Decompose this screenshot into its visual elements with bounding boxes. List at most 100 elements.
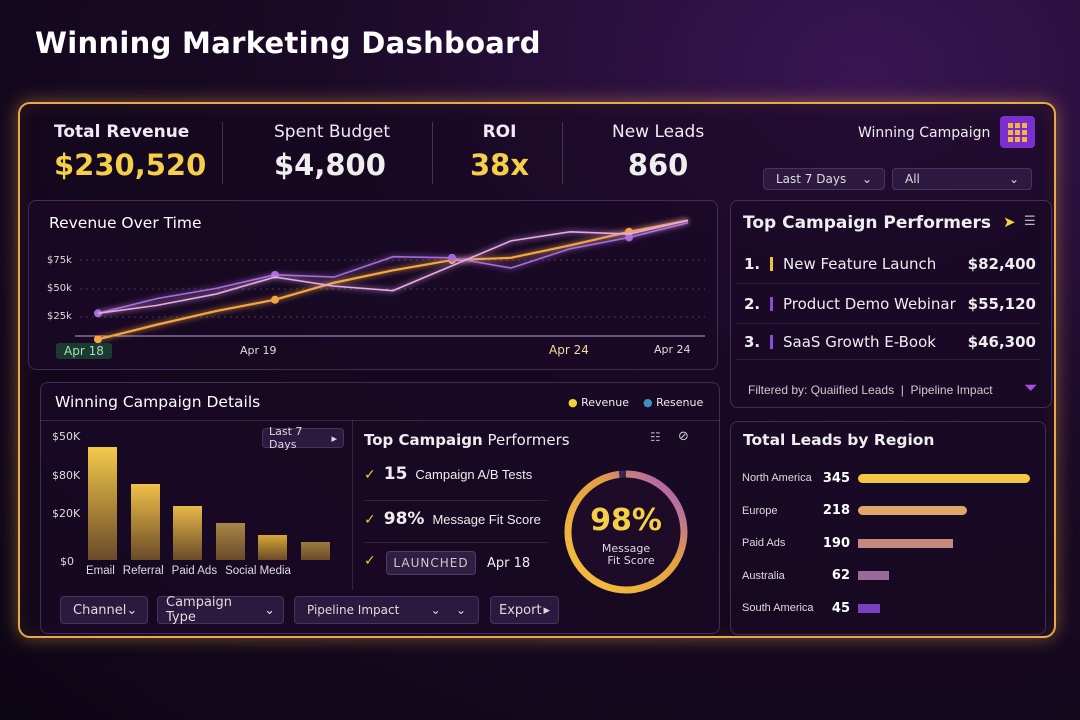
item-label: Message Fit Score xyxy=(432,512,541,527)
y-tick: $80K xyxy=(52,469,81,482)
performer-row[interactable]: 3. SaaS Growth E-Book $46,300 xyxy=(736,324,1040,360)
title-bold: Top Campaign xyxy=(364,431,483,449)
filter-icon[interactable]: ⏷ xyxy=(1024,378,1038,398)
export-button[interactable]: Export ▸ xyxy=(490,596,559,624)
gauge-label-line: Fit Score xyxy=(607,554,655,567)
legend-label: Revenue xyxy=(581,396,630,409)
list-icon[interactable]: ☷ xyxy=(650,430,661,444)
data-point[interactable] xyxy=(625,233,633,242)
item-value: 15 xyxy=(383,464,408,484)
divider xyxy=(562,122,563,184)
launch-date: Apr 18 xyxy=(487,556,531,571)
region-bar xyxy=(858,603,881,613)
series-line xyxy=(97,219,689,315)
region-name: Europe xyxy=(742,504,778,517)
divider xyxy=(432,122,433,184)
campaign-name: SaaS Growth E-Book xyxy=(783,332,936,351)
button-label: Last 7 Days xyxy=(269,425,303,451)
kpi-roi: ROI 38x xyxy=(470,122,529,182)
y-tick: $25k xyxy=(47,311,72,322)
chevron-down-icon: ⌄ ⌄ xyxy=(430,603,466,617)
pipeline-impact-dropdown[interactable]: Pipeline Impact ⌄ ⌄ xyxy=(294,596,479,624)
panel-title: Total Leads by Region xyxy=(743,431,935,449)
filtered-by: Filtered by: Quaiified Leads xyxy=(748,383,895,397)
series-line xyxy=(97,219,689,341)
rank: 1. xyxy=(744,254,761,273)
y-tick: $50K xyxy=(52,430,81,443)
divider xyxy=(352,420,353,590)
region-bar xyxy=(858,506,967,516)
target-icon[interactable]: ⊘ xyxy=(678,429,689,444)
kpi-label: New Leads xyxy=(612,122,705,142)
region-value: 345 xyxy=(822,470,850,486)
pipeline-filter: Pipeline Impact xyxy=(910,383,993,397)
chevron-down-icon: ⌄ xyxy=(1008,172,1019,186)
panel-title: Revenue Over Time xyxy=(49,214,202,232)
performer-row[interactable]: 2. Product Demo Webinar $55,120 xyxy=(736,284,1040,324)
kpi-value: $230,520 xyxy=(54,148,207,182)
item-label: Campaign A/B Tests xyxy=(415,467,533,482)
kpi-value: $4,800 xyxy=(274,148,386,182)
x-tick: Apr 24 xyxy=(654,343,691,356)
region-row: South America 45 xyxy=(742,592,1038,625)
campaign-revenue: $46,300 xyxy=(967,332,1036,351)
kpi-value: 860 xyxy=(627,148,689,182)
region-row: North America 345 xyxy=(742,462,1038,495)
gauge-label: Message Fit Score xyxy=(590,543,662,567)
x-tick: Apr 18 xyxy=(56,343,112,359)
segment-select[interactable]: All ⌄ xyxy=(892,168,1032,190)
top-performers-panel xyxy=(730,200,1052,408)
y-tick: $20K xyxy=(52,507,81,520)
bar xyxy=(215,523,245,560)
chevron-down-icon: ⌄ xyxy=(861,172,872,186)
bar-x-axis-labels: Email Referral Paid Ads Social Media xyxy=(86,565,291,577)
navigation-arrow-icon[interactable]: ➤ xyxy=(1003,213,1016,231)
launched-badge: LAUNCHED xyxy=(386,551,476,575)
rank-marker xyxy=(770,256,773,271)
region-name: Australia xyxy=(742,569,785,582)
performer-row[interactable]: 1. New Feature Launch $82,400 xyxy=(736,244,1040,284)
region-bar xyxy=(858,538,953,548)
list-item: ✓ 98% Message Fit Score xyxy=(364,509,541,529)
data-point[interactable] xyxy=(271,295,279,304)
divider xyxy=(364,542,548,543)
list-icon[interactable]: ☰ xyxy=(1024,214,1036,229)
grid-icon[interactable] xyxy=(1000,116,1035,148)
rank: 3. xyxy=(744,332,761,351)
x-tick: Paid Ads xyxy=(171,565,218,577)
chevron-down-icon: ⌄ xyxy=(264,602,275,618)
revenue-over-time-panel xyxy=(28,200,718,370)
divider xyxy=(222,122,223,184)
region-value: 218 xyxy=(822,503,850,519)
legend: ● Revenue ● Resenue xyxy=(568,396,703,409)
message-fit-gauge xyxy=(564,470,688,594)
x-tick: Email xyxy=(86,565,115,577)
bar xyxy=(130,483,160,560)
performers-list: 1. New Feature Launch $82,400 2. Product Dem… xyxy=(736,244,1040,360)
region-bar-chart: North America 345 Europe 218 Paid Ads 190 Aust… xyxy=(742,462,1038,625)
x-tick: Apr 24 xyxy=(549,343,589,357)
date-range-select[interactable]: Last 7 Days ⌄ xyxy=(763,168,885,190)
check-icon: ✓ xyxy=(364,467,376,483)
chevron-down-icon: ⌄ xyxy=(126,602,138,618)
channel-dropdown[interactable]: Channel ⌄ xyxy=(60,596,148,624)
kpi-new-leads: New Leads 860 xyxy=(612,122,704,182)
last-7-days-button[interactable]: Last 7 Days ▸ xyxy=(262,425,344,451)
region-bar xyxy=(858,473,1030,483)
kpi-label: Total Revenue xyxy=(54,122,190,142)
campaign-type-dropdown[interactable]: Campaign Type ⌄ xyxy=(157,595,284,625)
button-label: Export xyxy=(499,602,542,618)
page-title: Winning Marketing Dashboard xyxy=(35,26,541,60)
kpi-total-revenue: Total Revenue $230,520 xyxy=(54,122,206,182)
campaign-revenue: $55,120 xyxy=(967,294,1036,313)
y-tick: $0 xyxy=(60,555,74,568)
x-tick: Apr 19 xyxy=(240,344,277,357)
data-point[interactable] xyxy=(94,335,102,344)
region-name: Paid Ads xyxy=(742,537,786,550)
campaign-name: New Feature Launch xyxy=(783,254,937,273)
bar xyxy=(173,505,202,560)
kpi-spent-budget: Spent Budget $4,800 xyxy=(274,122,390,182)
data-point[interactable] xyxy=(448,253,456,262)
panel-title: Top Campaign Performers xyxy=(743,213,992,233)
